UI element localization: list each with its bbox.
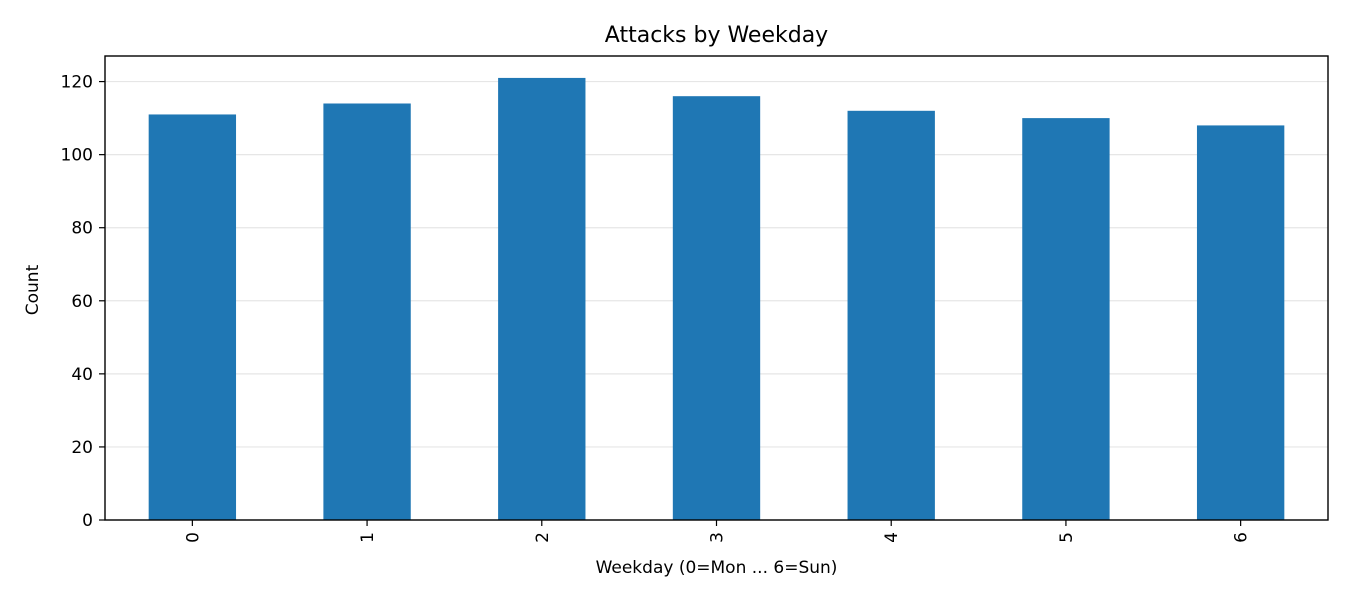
- y-tick-label: 120: [61, 73, 93, 93]
- x-tick-label: 0: [183, 532, 203, 543]
- y-tick-label: 20: [71, 438, 93, 458]
- y-tick-label: 60: [71, 292, 93, 312]
- y-tick-label: 40: [71, 365, 93, 385]
- bar: [1196, 125, 1285, 520]
- y-axis-ticks: 0 20 40 60 80 100 120: [61, 73, 105, 531]
- bars: [148, 77, 1285, 521]
- bar: [1022, 118, 1110, 521]
- x-tick-label: 3: [708, 532, 728, 543]
- x-tick-label: 1: [358, 532, 378, 543]
- y-tick-label: 80: [71, 219, 93, 239]
- bar: [148, 114, 237, 520]
- chart-title: Attacks by Weekday: [605, 23, 828, 48]
- y-tick-label: 100: [61, 146, 93, 166]
- y-tick-label: 0: [82, 511, 93, 531]
- bar: [672, 96, 761, 521]
- bar: [323, 103, 411, 520]
- bar: [847, 110, 935, 520]
- bar: [498, 77, 586, 520]
- x-tick-label: 4: [882, 532, 902, 543]
- x-tick-label: 2: [533, 532, 553, 543]
- x-axis-ticks: 0 1 2 3 4 5 6: [183, 520, 1252, 543]
- y-axis-label: Count: [23, 264, 43, 315]
- x-tick-label: 6: [1232, 532, 1252, 543]
- x-tick-label: 5: [1057, 532, 1077, 543]
- x-axis-label: Weekday (0=Mon ... 6=Sun): [596, 558, 838, 578]
